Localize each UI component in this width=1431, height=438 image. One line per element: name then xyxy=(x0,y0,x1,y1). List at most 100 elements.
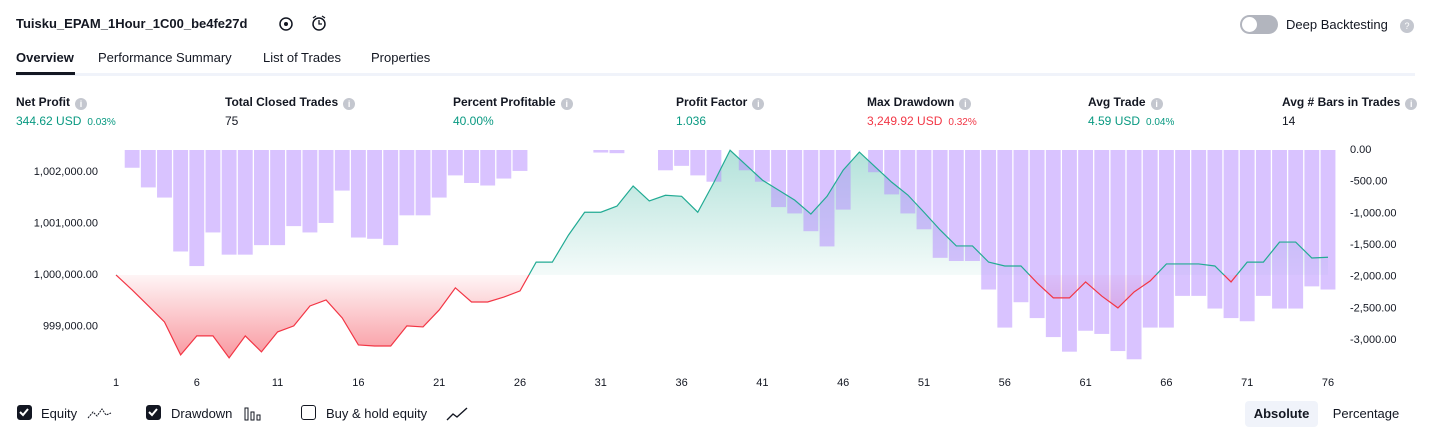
x-tick-label: 6 xyxy=(194,377,200,389)
drawdown-bar xyxy=(1126,150,1142,360)
info-icon[interactable]: i xyxy=(1150,98,1163,110)
x-tick-label: 1 xyxy=(113,377,119,389)
y-tick-label: 1,002,000.00 xyxy=(34,166,98,178)
checkbox[interactable] xyxy=(146,405,161,420)
metric-value-text: 1.036 xyxy=(676,114,707,128)
x-tick-label: 41 xyxy=(756,377,768,389)
settings-icon[interactable] xyxy=(277,15,295,33)
info-icon[interactable]: i xyxy=(752,98,765,110)
x-tick-label: 66 xyxy=(1160,377,1172,389)
x-tick-label: 61 xyxy=(1079,377,1091,389)
drawdown-bar xyxy=(690,150,706,176)
drawdown-bar xyxy=(819,150,835,247)
drawdown-bar xyxy=(948,150,964,261)
metric-label-text: Max Drawdown xyxy=(867,95,955,109)
x-tick-label: 56 xyxy=(999,377,1011,389)
tab[interactable]: Properties xyxy=(371,50,431,65)
drawdown-bar xyxy=(1045,150,1061,338)
x-tick-label: 26 xyxy=(514,377,526,389)
drawdown-bar xyxy=(270,150,286,246)
checkbox-label: Drawdown xyxy=(171,406,233,421)
x-tick-label: 21 xyxy=(433,377,445,389)
y2-tick-label: -500.00 xyxy=(1350,176,1387,188)
metric-value: 1.036 xyxy=(676,114,706,128)
drawdown-bar xyxy=(981,150,997,290)
drawdown-bar xyxy=(932,150,948,258)
info-icon[interactable]: i xyxy=(560,98,573,110)
x-tick-label: 46 xyxy=(837,377,849,389)
mode-button[interactable]: Absolute xyxy=(1245,401,1318,427)
metric-label-text: Net Profit xyxy=(16,95,70,109)
check xyxy=(19,408,29,417)
y-tick-label: 1,001,000.00 xyxy=(34,217,98,229)
equity-line xyxy=(115,149,1329,359)
metric-label: Net Profit i xyxy=(16,95,87,110)
drawdown-bar xyxy=(1223,150,1239,319)
drawdown-bar xyxy=(1191,150,1207,296)
checkbox[interactable] xyxy=(17,405,32,420)
drawdown-bar xyxy=(350,150,366,238)
drawdown-bar xyxy=(1029,150,1045,319)
info-icon[interactable]: i xyxy=(959,98,972,110)
drawdown-bar xyxy=(189,150,205,267)
alert-icon[interactable] xyxy=(310,14,328,32)
tab[interactable]: List of Trades xyxy=(263,50,342,65)
drawdown-bar xyxy=(754,150,770,182)
drawdown-bar xyxy=(868,150,883,173)
drawdown-bar xyxy=(383,150,399,246)
metric-value: 4.59 USD 0.04% xyxy=(1088,114,1174,128)
metric-label: Avg Trade i xyxy=(1088,95,1163,110)
info-icon[interactable]: i xyxy=(343,98,356,110)
checkbox[interactable] xyxy=(301,405,316,420)
metric-label-text: Avg # Bars in Trades xyxy=(1282,95,1401,109)
drawdown-bar xyxy=(334,150,350,191)
drawdown-bar xyxy=(803,150,819,232)
drawdown-bar xyxy=(1320,150,1336,290)
equity-area xyxy=(116,150,1328,358)
drawdown-bar xyxy=(415,150,431,216)
help-icon[interactable]: ? xyxy=(1400,19,1414,33)
mode-button[interactable]: Percentage xyxy=(1332,406,1400,421)
drawdown-bar xyxy=(1158,150,1174,328)
drawdown-bar xyxy=(237,150,253,255)
drawdown-bar xyxy=(835,150,851,210)
drawdown-bar xyxy=(916,150,932,230)
drawdown-bar xyxy=(738,150,754,171)
x-tick-label: 11 xyxy=(272,377,283,389)
x-tick-label: 71 xyxy=(1241,377,1253,389)
metric-pct: 0.04% xyxy=(1146,117,1175,128)
strategy-title: Tuisku_EPAM_1Hour_1C00_be4fe27d xyxy=(16,16,248,31)
drawdown-bar xyxy=(254,150,269,246)
tab[interactable]: Overview xyxy=(16,50,74,65)
tab[interactable]: Performance Summary xyxy=(98,50,232,65)
drawdown-bar xyxy=(157,150,172,198)
metric-label-text: Avg Trade xyxy=(1088,95,1146,109)
chart: 999,000.00 1,000,000.00 1,001,000.00 1,002,… xyxy=(34,144,1397,389)
metric-label: Max Drawdown i xyxy=(867,95,972,110)
y-tick-label: 1,000,000.00 xyxy=(34,269,98,281)
deep-toggle[interactable] xyxy=(1240,15,1278,34)
metric-value: 75 xyxy=(225,114,238,128)
drawdown-bar xyxy=(1255,150,1271,296)
drawdown-bar xyxy=(674,150,690,166)
tab-rule xyxy=(16,73,1415,76)
legend-icons xyxy=(87,407,468,421)
y-tick-label: 999,000.00 xyxy=(43,320,98,332)
metric-label-text: Total Closed Trades xyxy=(225,95,339,109)
metric-label: Profit Factor i xyxy=(676,95,765,110)
drawdown-bar xyxy=(431,150,447,198)
metric-pct: 0.32% xyxy=(948,117,977,128)
info-icon[interactable]: i xyxy=(1405,98,1418,110)
metric-label-text: Percent Profitable xyxy=(453,95,556,109)
drawdown-bar xyxy=(367,150,382,239)
metric-value: 3,249.92 USD 0.32% xyxy=(867,114,977,128)
info-icon[interactable]: i xyxy=(75,98,87,110)
x-tick-label: 31 xyxy=(595,377,607,389)
x-tick-label: 51 xyxy=(918,377,930,389)
metric-value: 14 xyxy=(1282,114,1295,128)
y2-tick-label: 0.00 xyxy=(1350,144,1371,156)
metric-label: Avg # Bars in Trades i xyxy=(1282,95,1418,110)
x-tick-label: 16 xyxy=(352,377,364,389)
drawdown-bar xyxy=(124,150,140,168)
drawdown-bar xyxy=(1110,150,1126,352)
